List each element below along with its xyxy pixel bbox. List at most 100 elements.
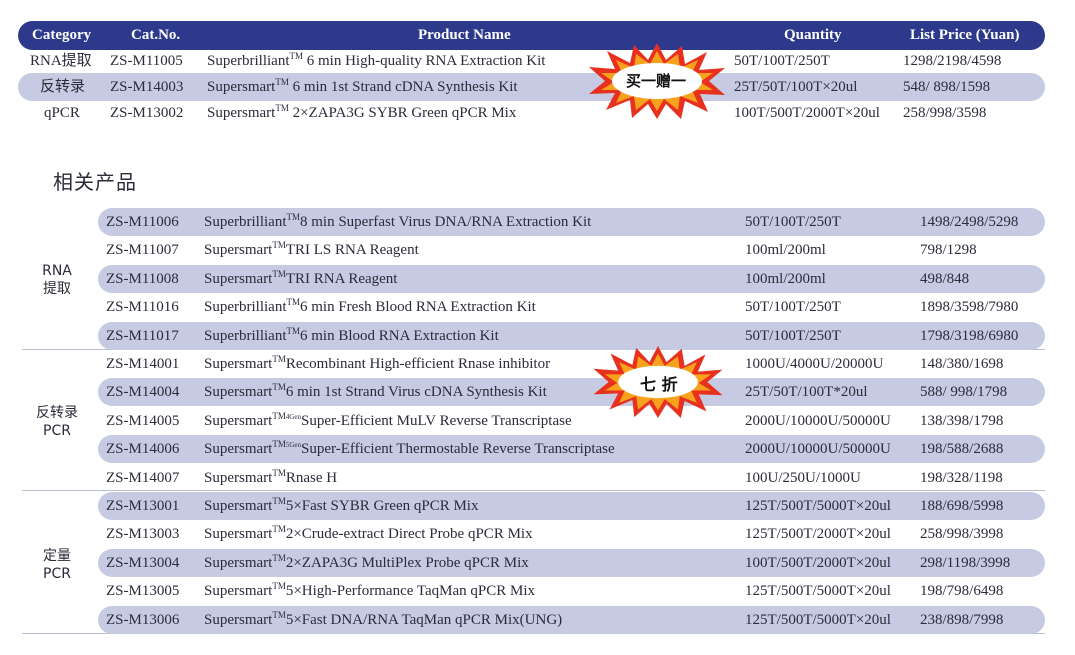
table-row: ZS-M11017 SuperbrilliantTM6 min Blood RNA… (98, 321, 1045, 350)
row-cat-no: ZS-M13006 (106, 611, 180, 628)
row-quantity: 125T/500T/5000T×20ul (745, 498, 891, 514)
row-quantity: 100ml/200ml (745, 242, 826, 259)
row-cat-no: ZS-M13004 (106, 554, 180, 571)
row-product-name: SupersmartTM4GenSuper-Efficient MuLV Rev… (204, 410, 572, 429)
group-label-qpcr: 定量 PCR (43, 548, 71, 582)
row-cat-no: ZS-M11017 (106, 327, 179, 344)
row-cat-no: ZS-M11007 (106, 242, 179, 259)
row-price: 798/1298 (920, 242, 977, 259)
header-product-name: Product Name (418, 27, 511, 43)
discount-burst-badge: 七 折 (590, 345, 726, 419)
row-category: 反转录 (40, 79, 86, 95)
row-product-name: SuperbrilliantTM 6 min High-quality RNA … (207, 51, 546, 70)
table-row: ZS-M11016 SuperbrilliantTM6 min Fresh Blo… (98, 293, 1045, 321)
header-quantity: Quantity (784, 27, 842, 43)
header-list-price: List Price (Yuan) (910, 27, 1020, 43)
row-product-name: SupersmartTM 2×ZAPA3G SYBR Green qPCR Mi… (207, 103, 517, 122)
row-price: 198/798/6498 (920, 583, 1004, 600)
row-product-name: SupersmartTMTRI RNA Reagent (204, 268, 398, 287)
row-product-name: SupersmartTM2×ZAPA3G MultiPlex Probe qPC… (204, 552, 529, 571)
row-category: RNA提取 (30, 53, 92, 69)
row-cat-no: ZS-M14007 (106, 469, 180, 486)
table-row: ZS-M13006 SupersmartTM5×Fast DNA/RNA TaqM… (98, 605, 1045, 634)
row-price: 148/380/1698 (920, 356, 1004, 372)
row-product-name: SupersmartTMRnase H (204, 467, 338, 486)
row-product-name: SuperbrilliantTM6 min Fresh Blood RNA Ex… (204, 297, 536, 316)
row-price: 1798/3198/6980 (920, 327, 1019, 344)
row-quantity: 100ml/200ml (745, 270, 826, 287)
row-quantity: 50T/100T/250T (734, 53, 830, 69)
row-cat-no: ZS-M11005 (110, 53, 183, 69)
row-quantity: 25T/50T/100T*20ul (745, 384, 868, 401)
row-quantity: 50T/100T/250T (745, 299, 841, 316)
price-table-header: Category Cat.No. Product Name Quantity L… (18, 21, 1045, 50)
row-product-name: SupersmartTMTRI LS RNA Reagent (204, 240, 419, 259)
group-divider (22, 490, 1045, 491)
row-price: 1898/3598/7980 (920, 299, 1019, 316)
row-cat-no: ZS-M11008 (106, 270, 179, 287)
promo-30-percent-off: 七 折 (640, 375, 678, 394)
table-row: ZS-M11008 SupersmartTMTRI RNA Reagent 100m… (98, 264, 1045, 293)
table-row: qPCR ZS-M13002 SupersmartTM 2×ZAPA3G SYB… (18, 99, 1045, 127)
row-product-name: SupersmartTMRecombinant High-efficient R… (204, 354, 551, 373)
row-product-name: SupersmartTM5×Fast SYBR Green qPCR Mix (204, 496, 479, 515)
row-quantity: 50T/100T/250T (745, 327, 841, 344)
table-row: ZS-M13001 SupersmartTM5×Fast SYBR Green q… (98, 492, 1045, 520)
row-price: 258/998/3998 (920, 526, 1004, 543)
row-quantity: 100T/500T/2000T×20ul (745, 554, 891, 571)
row-cat-no: ZS-M14006 (106, 441, 180, 458)
row-product-name: SuperbrilliantTM6 min Blood RNA Extracti… (204, 325, 499, 344)
row-cat-no: ZS-M13001 (106, 498, 180, 514)
starburst-icon (593, 345, 723, 419)
group-label-rna-extraction: RNA 提取 (42, 263, 72, 297)
row-cat-no: ZS-M14005 (106, 412, 180, 429)
row-price: 548/ 898/1598 (903, 79, 991, 95)
row-quantity: 1000U/4000U/20000U (745, 356, 884, 372)
promo-burst-badge: 买一赠一 (586, 42, 728, 120)
related-products-title: 相关产品 (53, 170, 137, 194)
row-quantity: 100U/250U/1000U (745, 469, 861, 486)
row-product-name: SupersmartTM5GenSuper-Efficient Thermost… (204, 439, 615, 458)
table-row: ZS-M14001 SupersmartTMRecombinant High-ef… (98, 350, 1045, 378)
row-cat-no: ZS-M13005 (106, 583, 180, 600)
row-product-name: SupersmartTM2×Crude-extract Direct Probe… (204, 524, 533, 543)
row-price: 238/898/7998 (920, 611, 1004, 628)
table-row: ZS-M14004 SupersmartTM6 min 1st Strand Vi… (98, 378, 1045, 407)
row-price: 1298/2198/4598 (903, 53, 1002, 69)
table-row: ZS-M14006 SupersmartTM5GenSuper-Efficient… (98, 435, 1045, 464)
row-cat-no: ZS-M11006 (106, 214, 179, 230)
table-row: ZS-M11007 SupersmartTMTRI LS RNA Reagent 1… (98, 236, 1045, 264)
row-cat-no: ZS-M11016 (106, 299, 179, 316)
starburst-icon (589, 43, 725, 119)
row-quantity: 25T/50T/100T×20ul (734, 79, 858, 95)
table-row: ZS-M13005 SupersmartTM5×High-Performance … (98, 577, 1045, 605)
row-cat-no: ZS-M14004 (106, 384, 180, 401)
row-product-name: SupersmartTM 6 min 1st Strand cDNA Synth… (207, 77, 518, 96)
promo-buy-one-get-one: 买一赠一 (626, 72, 687, 90)
row-price: 498/848 (920, 270, 970, 287)
row-quantity: 50T/100T/250T (745, 214, 841, 230)
row-quantity: 125T/500T/2000T×20ul (745, 526, 891, 543)
row-quantity: 100T/500T/2000T×20ul (734, 105, 880, 121)
row-product-name: SupersmartTM6 min 1st Strand Virus cDNA … (204, 382, 547, 401)
row-quantity: 125T/500T/5000T×20ul (745, 611, 891, 628)
row-product-name: SuperbrilliantTM8 min Superfast Virus DN… (204, 212, 592, 231)
header-cat-no: Cat.No. (131, 27, 181, 43)
row-quantity: 125T/500T/5000T×20ul (745, 583, 891, 600)
row-product-name: SupersmartTM5×High-Performance TaqMan qP… (204, 581, 536, 600)
row-cat-no: ZS-M14001 (106, 356, 180, 372)
row-price: 188/698/5998 (920, 498, 1004, 514)
table-row: 反转录 ZS-M14003 SupersmartTM 6 min 1st Str… (18, 73, 1045, 101)
table-row: ZS-M14007 SupersmartTMRnase H 100U/250U/10… (98, 464, 1045, 492)
row-product-name: SupersmartTM5×Fast DNA/RNA TaqMan qPCR M… (204, 609, 563, 628)
header-category: Category (32, 27, 92, 43)
row-price: 1498/2498/5298 (920, 214, 1019, 230)
table-row: ZS-M11006 SuperbrilliantTM8 min Superfast… (98, 208, 1045, 236)
row-quantity: 2000U/10000U/50000U (745, 412, 891, 429)
row-quantity: 2000U/10000U/50000U (745, 441, 891, 458)
table-row: ZS-M13003 SupersmartTM2×Crude-extract Dir… (98, 520, 1045, 548)
table-row: RNA提取 ZS-M11005 SuperbrilliantTM 6 min H… (18, 47, 1045, 75)
row-cat-no: ZS-M13003 (106, 526, 180, 543)
row-price: 138/398/1798 (920, 412, 1004, 429)
table-row: ZS-M13004 SupersmartTM2×ZAPA3G MultiPlex … (98, 548, 1045, 577)
